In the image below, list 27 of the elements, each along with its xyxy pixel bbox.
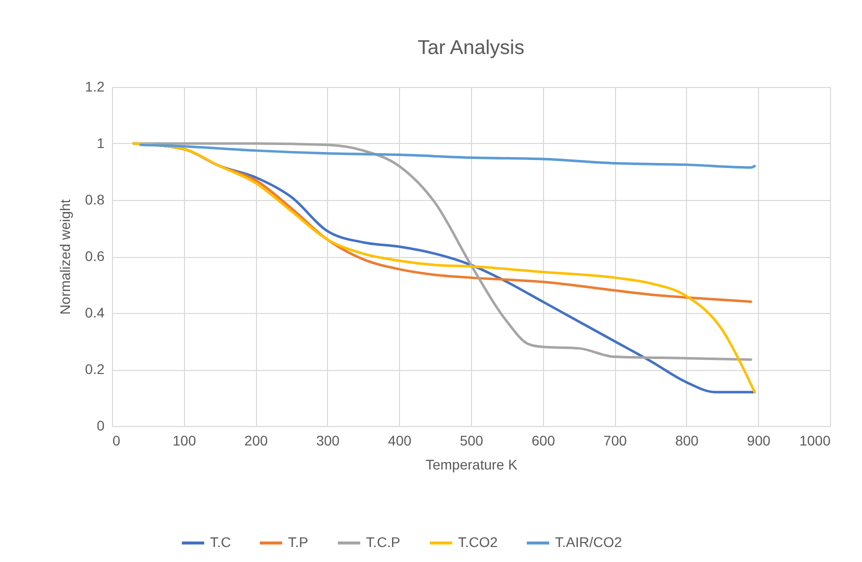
chart-title: Tar Analysis xyxy=(418,37,524,59)
x-tick-label: 1000 xyxy=(799,432,831,448)
y-tick-label: 0 xyxy=(96,418,105,434)
legend-label: T.CO2 xyxy=(458,534,498,550)
y-tick-label: 1.2 xyxy=(85,78,105,94)
y-tick-label: 0.8 xyxy=(85,192,105,208)
x-tick-label: 0 xyxy=(112,432,120,448)
y-tick-label: 0.2 xyxy=(85,361,105,377)
x-tick-label: 100 xyxy=(172,432,196,448)
line-series xyxy=(139,144,756,169)
x-tick-label: 400 xyxy=(388,432,412,448)
legend-label: T.C xyxy=(210,534,231,550)
x-tick-label: 800 xyxy=(675,432,699,448)
x-tick-label: 600 xyxy=(532,432,556,448)
x-axis-title: Temperature K xyxy=(426,456,518,472)
y-tick-label: 0.4 xyxy=(85,304,105,320)
y-tick-label: 1 xyxy=(96,135,105,151)
x-tick-label: 500 xyxy=(460,432,484,448)
y-tick-label: 0.6 xyxy=(85,248,105,264)
x-tick-label: 900 xyxy=(747,432,771,448)
x-tick-label: 300 xyxy=(316,432,340,448)
legend-label: T.C.P xyxy=(366,534,400,550)
x-tick-label: 200 xyxy=(244,432,268,448)
legend-label: T.AIR/CO2 xyxy=(555,534,622,550)
x-tick-label: 700 xyxy=(603,432,627,448)
y-axis-title: Normalized weight xyxy=(57,199,74,315)
legend-label: T.P xyxy=(288,534,308,550)
